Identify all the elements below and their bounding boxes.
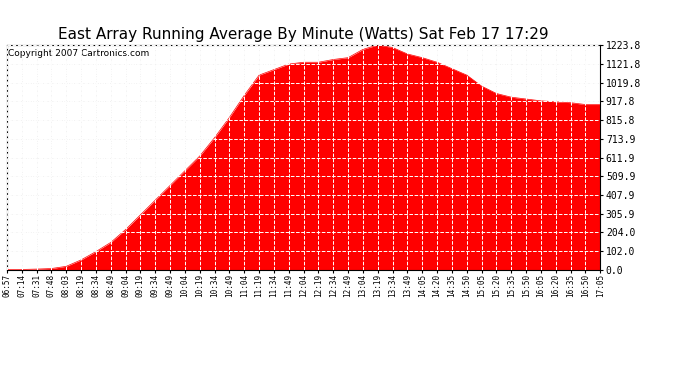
Text: Copyright 2007 Cartronics.com: Copyright 2007 Cartronics.com [8,50,149,58]
Title: East Array Running Average By Minute (Watts) Sat Feb 17 17:29: East Array Running Average By Minute (Wa… [58,27,549,42]
